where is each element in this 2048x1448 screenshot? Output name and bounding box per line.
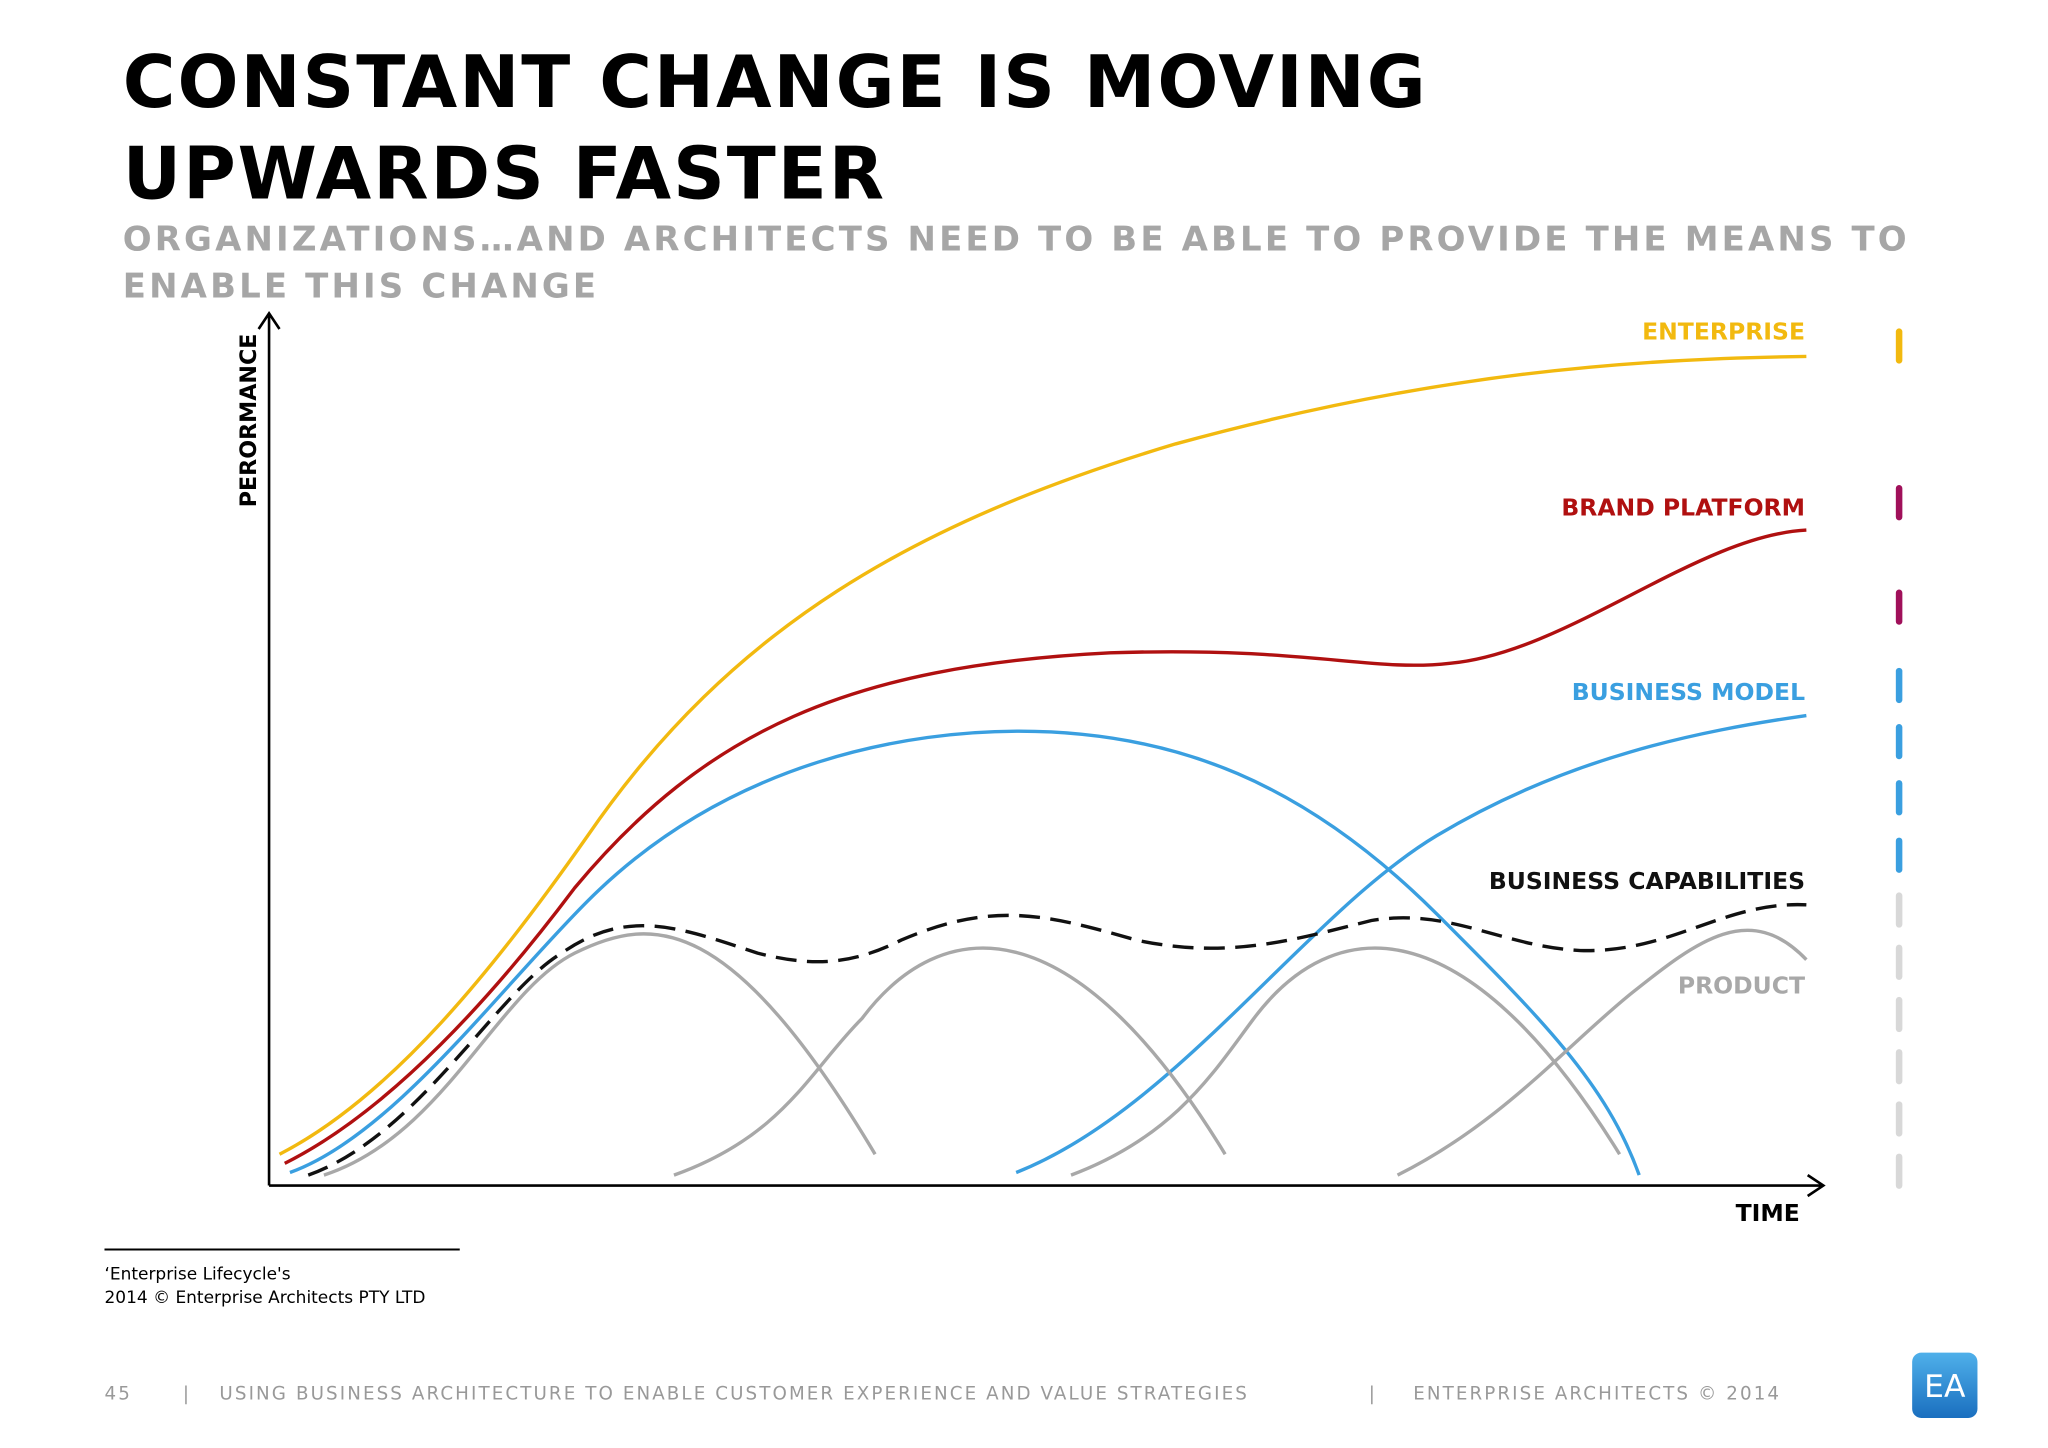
curve-label: PRODUCT [1678,972,1805,1000]
curve-label: ENTERPRISE [1642,317,1805,345]
product-curve [1070,946,1622,1177]
slide-title: CONSTANT CHANGE IS MOVING UPWARDS FASTER [122,40,1428,216]
page-number: 45 [104,1384,131,1405]
logo [1912,1352,1978,1418]
y-axis-label: PERORMANCE [236,334,262,508]
product-curve [323,932,877,1177]
footnote: 2014 © Enterprise Architects PTY LTD [104,1288,425,1308]
copyright: ENTERPRISE ARCHITECTS © 2014 [1413,1384,1781,1405]
separator: | [183,1384,191,1405]
enterprise-curve [278,354,1807,1156]
capabilities-curve [307,903,1807,1177]
x-axis [269,1174,1826,1198]
curve-label: BUSINESS CAPABILITIES [1489,867,1805,895]
curves [278,354,1808,1177]
business-model-curve [289,729,1641,1176]
curve-label: BRAND PLATFORM [1561,494,1805,522]
slide-subtitle: ORGANIZATIONS…AND ARCHITECTS NEED TO BE … [122,220,1910,307]
product-curve [1396,928,1808,1177]
x-axis-label: TIME [1736,1199,1800,1227]
y-axis [257,311,281,1186]
footnote: ‘Enterprise Lifecycle's [104,1265,290,1285]
presentation-title: USING BUSINESS ARCHITECTURE TO ENABLE CU… [219,1384,1249,1405]
brand-curve [283,528,1807,1165]
product-curves [323,928,1808,1177]
separator: | [1369,1384,1377,1405]
product-curve [673,946,1227,1177]
curve-label: BUSINESS MODEL [1572,678,1805,706]
axes [257,311,1826,1198]
business-model-curve [1015,713,1807,1175]
logo-text: EA [1924,1369,1966,1405]
